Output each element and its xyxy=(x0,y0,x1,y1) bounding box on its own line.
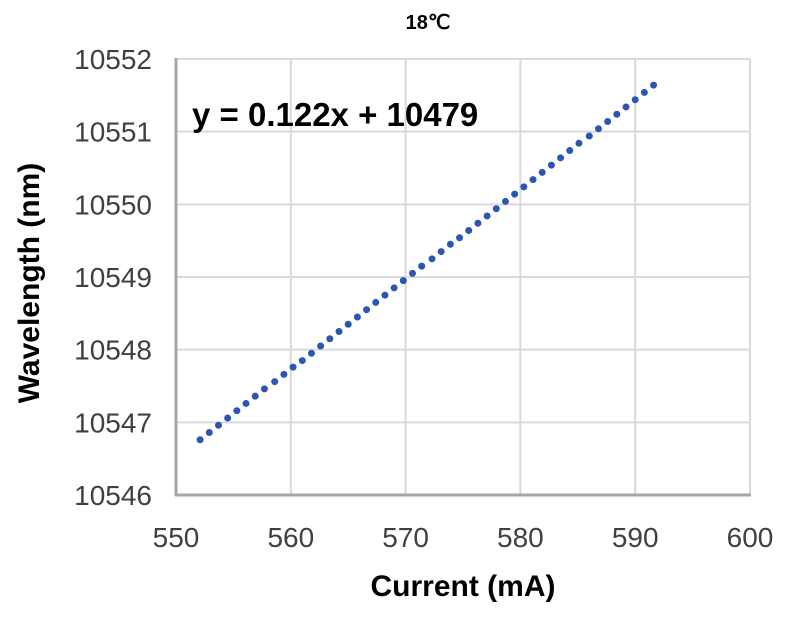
data-point xyxy=(390,284,398,292)
data-point xyxy=(640,88,648,96)
data-point xyxy=(335,328,343,335)
data-point xyxy=(317,342,325,350)
data-point xyxy=(298,357,306,365)
data-point xyxy=(280,370,288,378)
data-point xyxy=(399,277,407,285)
data-point xyxy=(501,197,509,205)
data-point xyxy=(465,226,473,234)
data-point xyxy=(233,407,241,415)
data-point xyxy=(289,363,297,371)
x-tick-label: 570 xyxy=(382,522,429,553)
data-point xyxy=(566,147,574,155)
data-point xyxy=(196,436,204,444)
data-point xyxy=(483,212,491,220)
x-tick-label: 600 xyxy=(727,522,774,553)
data-point xyxy=(622,103,630,111)
data-point xyxy=(604,117,612,125)
data-point xyxy=(372,298,380,306)
data-point xyxy=(456,234,464,242)
data-point xyxy=(474,219,482,227)
data-point xyxy=(428,255,436,263)
data-point xyxy=(271,378,279,386)
data-point xyxy=(307,349,315,357)
y-tick-label: 10548 xyxy=(74,335,152,366)
data-point xyxy=(446,240,454,248)
y-tick-label: 10551 xyxy=(74,117,152,148)
x-tick-label: 560 xyxy=(267,522,314,553)
data-point xyxy=(353,313,361,321)
chart-title: 18℃ xyxy=(405,12,451,34)
data-point xyxy=(650,81,658,89)
x-tick-label: 580 xyxy=(497,522,544,553)
data-point xyxy=(585,132,593,140)
x-tick-label: 590 xyxy=(612,522,659,553)
data-point xyxy=(363,306,371,314)
data-point xyxy=(344,320,352,328)
data-point xyxy=(538,168,546,176)
data-point xyxy=(631,96,639,104)
data-point xyxy=(381,291,389,299)
trendline-equation: y = 0.122x + 10479 xyxy=(192,96,479,133)
data-point xyxy=(529,176,537,184)
data-point xyxy=(547,161,555,169)
data-point xyxy=(492,205,500,213)
data-point xyxy=(575,139,583,147)
data-point xyxy=(224,414,232,422)
y-tick-label: 10549 xyxy=(74,262,152,293)
y-tick-label: 10552 xyxy=(74,44,152,75)
data-point xyxy=(418,262,426,270)
data-point xyxy=(437,248,445,256)
data-point xyxy=(260,385,268,393)
y-tick-label: 10550 xyxy=(74,189,152,220)
data-point xyxy=(613,110,621,118)
data-point xyxy=(557,154,565,162)
data-point xyxy=(242,399,250,407)
data-point xyxy=(326,335,334,343)
data-point xyxy=(408,269,416,277)
x-tick-label: 550 xyxy=(153,522,200,553)
data-point xyxy=(251,392,259,400)
y-tick-label: 10546 xyxy=(74,480,152,511)
y-tick-label: 10547 xyxy=(74,407,152,438)
data-point xyxy=(511,190,519,198)
x-axis-title: Current (mA) xyxy=(370,570,556,603)
data-point xyxy=(520,183,528,191)
data-point xyxy=(214,421,222,429)
data-point xyxy=(594,125,602,133)
data-point xyxy=(205,429,213,437)
